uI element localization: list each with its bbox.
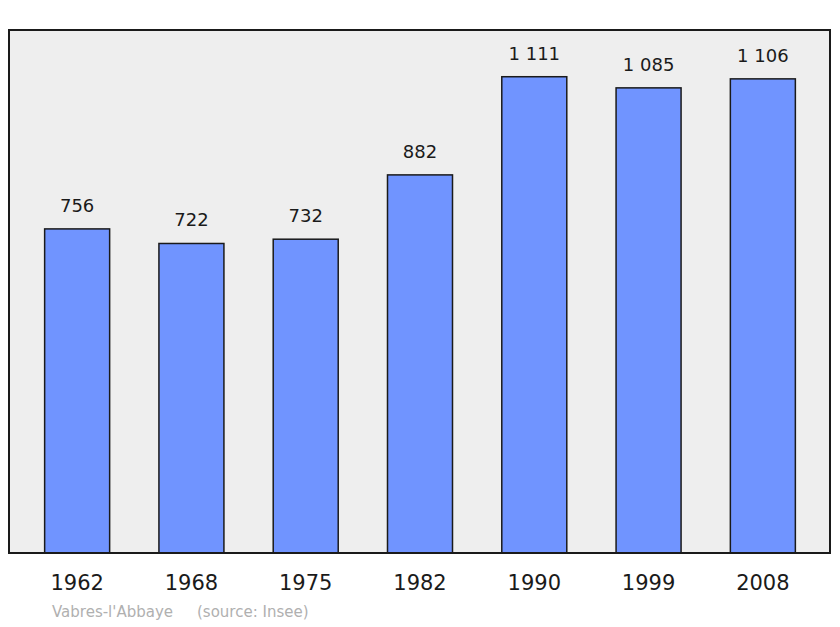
bar — [388, 175, 453, 553]
x-tick-label: 1962 — [50, 571, 103, 595]
annotation: Vabres-l'Abbaye — [52, 603, 173, 621]
bars — [45, 77, 796, 553]
bar — [159, 243, 224, 553]
x-tick-label: 1975 — [279, 571, 332, 595]
x-tick-label: 1999 — [622, 571, 675, 595]
data-label: 756 — [60, 195, 94, 216]
plot-background — [9, 30, 830, 553]
bar — [45, 229, 110, 553]
data-label: 1 106 — [737, 45, 789, 66]
x-tick-label: 1968 — [165, 571, 218, 595]
bar — [730, 79, 795, 553]
x-tick-label: 2008 — [736, 571, 789, 595]
bar — [616, 88, 681, 553]
data-label: 732 — [289, 205, 323, 226]
x-tick-label: 1990 — [508, 571, 561, 595]
data-label: 722 — [174, 209, 208, 230]
data-label: 1 085 — [623, 54, 675, 75]
chart-container: 756 1962 722 1968 732 1975 882 1982 1 111 1990 1 0… — [0, 0, 840, 627]
data-label: 1 111 — [509, 43, 561, 64]
annotation: (source: Insee) — [197, 603, 309, 621]
bar — [273, 239, 338, 553]
data-label: 882 — [403, 141, 437, 162]
chart-svg: 756 1962 722 1968 732 1975 882 1982 1 111 1990 1 0… — [0, 0, 840, 627]
x-tick-label: 1982 — [393, 571, 446, 595]
plot-frame — [9, 30, 830, 553]
bar — [502, 77, 567, 553]
